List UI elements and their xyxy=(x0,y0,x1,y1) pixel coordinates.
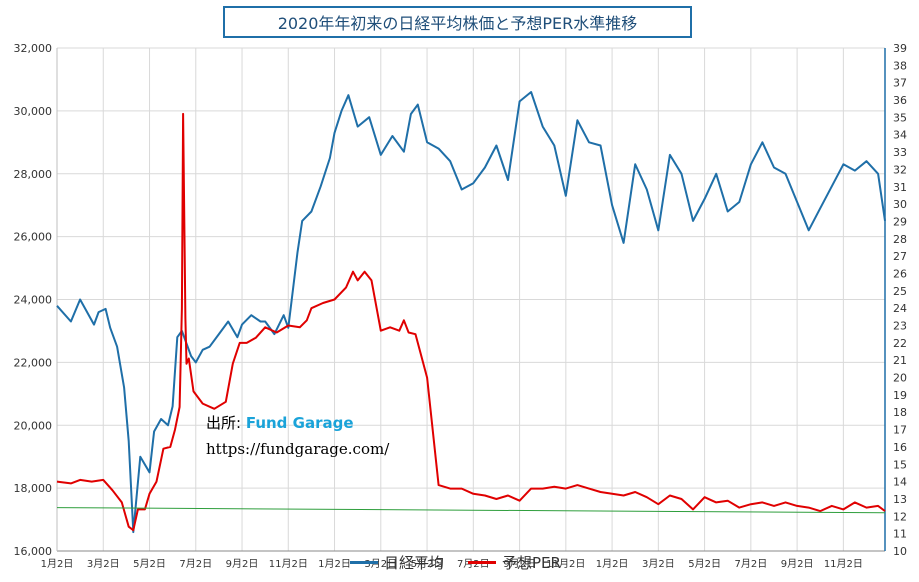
y-left-tick-label: 18,000 xyxy=(14,482,53,495)
legend-item-per: 予想PER xyxy=(468,552,561,573)
y-left-tick-label: 32,000 xyxy=(14,42,53,55)
legend: 日経平均 予想PER xyxy=(350,552,561,573)
chart-title: 2020年年初来の日経平均株価と予想PER水準推移 xyxy=(223,6,692,38)
x-tick-label: 1月2日 xyxy=(596,558,629,570)
y-right-tick-label: 31 xyxy=(893,181,907,194)
y-right-tick-label: 16 xyxy=(893,441,907,454)
y-right-tick-label: 21 xyxy=(893,354,907,367)
y-right-tick-label: 25 xyxy=(893,285,907,298)
y-right-tick-label: 13 xyxy=(893,493,907,506)
x-tick-label: 9月2日 xyxy=(781,558,814,570)
y-left-tick-label: 24,000 xyxy=(14,294,53,307)
x-tick-label: 11月2日 xyxy=(546,558,585,570)
source-line: 出所: Fund Garage xyxy=(206,410,389,436)
y-right-tick-label: 30 xyxy=(893,198,907,211)
y-right-tick-label: 22 xyxy=(893,337,907,350)
x-tick-label: 11月2日 xyxy=(269,558,308,570)
y-right-tick-label: 28 xyxy=(893,233,907,246)
y-right-tick-label: 34 xyxy=(893,129,907,142)
x-tick-label: 9月2日 xyxy=(226,558,259,570)
series-line-per xyxy=(56,112,886,532)
y-right-tick-label: 11 xyxy=(893,528,907,541)
y-right-tick-label: 35 xyxy=(893,111,907,124)
y-right-tick-label: 26 xyxy=(893,267,907,280)
y-right-tick-label: 18 xyxy=(893,406,907,419)
y-right-tick-label: 17 xyxy=(893,424,907,437)
y-right-tick-label: 15 xyxy=(893,458,907,471)
y-right-tick-label: 12 xyxy=(893,510,907,523)
y-right-tick-label: 19 xyxy=(893,389,907,402)
y-left-tick-label: 26,000 xyxy=(14,231,53,244)
y-right-tick-label: 20 xyxy=(893,372,907,385)
y-right-tick-label: 38 xyxy=(893,59,907,72)
y-right-tick-label: 24 xyxy=(893,302,907,315)
y-right-tick-label: 39 xyxy=(893,42,907,55)
x-tick-label: 3月2日 xyxy=(642,558,675,570)
x-tick-label: 7月2日 xyxy=(734,558,767,570)
x-tick-label: 5月2日 xyxy=(688,558,721,570)
y-right-tick-label: 27 xyxy=(893,250,907,263)
x-tick-label: 3月2日 xyxy=(87,558,120,570)
x-tick-label: 5月2日 xyxy=(411,558,444,570)
legend-swatch-nikkei xyxy=(350,561,378,564)
series-line-trend xyxy=(56,507,886,514)
y-left-tick-label: 30,000 xyxy=(14,105,53,118)
source-label: 出所: xyxy=(206,414,246,432)
y-right-tick-label: 23 xyxy=(893,320,907,333)
y-right-tick-label: 14 xyxy=(893,476,907,489)
x-tick-label: 5月2日 xyxy=(133,558,166,570)
y-right-tick-label: 37 xyxy=(893,77,907,90)
y-left-tick-label: 28,000 xyxy=(14,168,53,181)
legend-swatch-per xyxy=(468,561,497,564)
x-tick-label: 1月2日 xyxy=(41,558,74,570)
source-annotation: 出所: Fund Garage https://fundgarage.com/ xyxy=(206,410,389,462)
legend-label-nikkei: 日経平均 xyxy=(384,554,445,572)
source-url: https://fundgarage.com/ xyxy=(206,440,390,458)
y-right-tick-label: 36 xyxy=(893,94,907,107)
legend-item-nikkei: 日経平均 xyxy=(350,552,444,573)
series-line-nikkei xyxy=(56,91,886,534)
y-left-tick-label: 16,000 xyxy=(14,545,53,558)
y-right-tick-label: 29 xyxy=(893,215,907,228)
y-right-tick-label: 10 xyxy=(893,545,907,558)
x-tick-label: 9月2日 xyxy=(503,558,536,570)
x-tick-label: 1月2日 xyxy=(318,558,351,570)
x-tick-label: 7月2日 xyxy=(179,558,212,570)
y-left-tick-label: 22,000 xyxy=(14,356,53,369)
y-right-tick-label: 32 xyxy=(893,163,907,176)
legend-label-per: 予想PER xyxy=(502,554,561,572)
x-tick-label: 11月2日 xyxy=(824,558,863,570)
source-name: Fund Garage xyxy=(245,414,354,432)
y-right-tick-label: 33 xyxy=(893,146,907,159)
y-left-tick-label: 20,000 xyxy=(14,419,53,432)
